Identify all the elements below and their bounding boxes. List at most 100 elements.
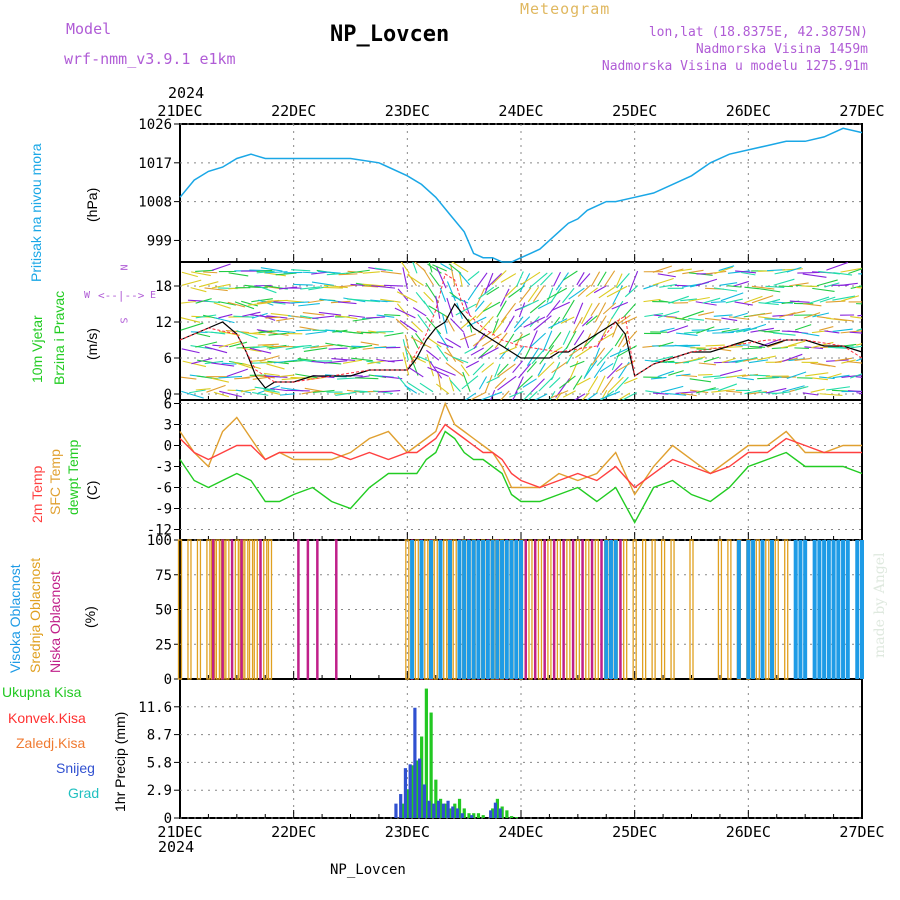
wind-arrow [809, 296, 830, 304]
y-tick-label: 50 [155, 603, 172, 619]
wind-arrow [198, 281, 219, 288]
wind-arrow [856, 392, 862, 395]
wind-arrow [611, 301, 629, 310]
year-bottom: 2024 [158, 838, 195, 856]
wind-arrow [624, 377, 638, 385]
high-cloud-bar [490, 540, 495, 679]
wind-arrow [227, 301, 246, 308]
wind-arrow [864, 299, 878, 303]
wind-arrow [644, 313, 664, 318]
high-cloud-bar [462, 540, 467, 679]
wind-arrow [484, 272, 494, 295]
wind-arrow [258, 329, 280, 334]
wind-arrow [573, 393, 586, 400]
wind-arrow [703, 356, 720, 363]
high-cloud-bar [736, 540, 741, 679]
x-tick-label-bottom: 23DEC [385, 823, 430, 841]
wind-arrow [512, 360, 523, 374]
precip-snow-bar [413, 707, 417, 818]
wind-arrow [824, 282, 840, 288]
mid-cloud-bar [727, 539, 732, 680]
wind-arrow [252, 391, 269, 396]
wind-arrow [652, 265, 673, 273]
wind-arrow [593, 285, 607, 294]
wind-arrow [581, 316, 593, 327]
wind-arrow [530, 332, 546, 347]
wind-arrow [698, 311, 715, 316]
wind-arrow [470, 391, 487, 400]
wind-arrow [478, 286, 495, 300]
wind-arrow [621, 316, 638, 325]
wind-arrow [581, 392, 590, 400]
wind-arrow [180, 376, 197, 380]
wind-arrow [518, 302, 526, 318]
wind-arrow [464, 392, 477, 400]
wind-arrow [786, 310, 806, 316]
wind-arrow [758, 302, 779, 306]
mid-cloud-bar [575, 539, 580, 680]
wind-arrow [824, 330, 840, 334]
wind-arrow [616, 345, 637, 358]
pressure-panel: 999 1008 1017 1026 [138, 117, 863, 263]
wind-arrow [683, 331, 700, 334]
wind-arrow [229, 341, 248, 348]
wind-arrow [234, 361, 254, 370]
legend-snow: Snijeg [56, 760, 95, 776]
wind-arrow [562, 390, 576, 398]
precip-snow-bar [498, 808, 502, 818]
y-tick-label: -9 [155, 502, 172, 518]
high-cloud-bar [831, 540, 836, 679]
low-cloud-bar [543, 539, 546, 680]
wind-arrow [757, 355, 776, 361]
wind-arrow [307, 299, 325, 304]
wind-arrow [549, 346, 563, 355]
precip-total-bar [495, 798, 500, 818]
high-cloud-bar [466, 540, 471, 679]
wind-arrow [394, 307, 416, 319]
precip-total-bar [500, 806, 504, 818]
wind-arrow [465, 360, 479, 369]
wind-arrow [645, 390, 660, 394]
wind-arrow [494, 377, 507, 389]
wind-arrow [599, 362, 614, 373]
y-tick-label: 1008 [138, 195, 172, 211]
wind-arrow [856, 303, 862, 305]
y-tick-label: 6 [164, 397, 172, 413]
wind-arrow [816, 279, 838, 287]
wind-arrow [750, 327, 774, 333]
wind-arrow [559, 375, 576, 389]
wind-arrow [427, 366, 449, 377]
wind-arrow [461, 375, 479, 390]
wind-arrow [549, 286, 562, 304]
wind-arrow [794, 324, 812, 331]
high-cloud-bar [481, 540, 486, 679]
wind-arrow [205, 300, 221, 304]
wind-arrow [846, 360, 862, 364]
precip-snow-bar [441, 803, 445, 818]
wind-arrow [597, 271, 607, 287]
compass-e: E [150, 290, 157, 301]
wind-arrow [657, 310, 680, 319]
wind-arrow [527, 391, 538, 400]
wind-arrow [590, 271, 601, 287]
wind-arrow [548, 331, 562, 350]
precip-total-bar [448, 808, 452, 818]
high-cloud-bar [519, 540, 523, 679]
wind-arrow [514, 376, 524, 396]
precip-total-bar [420, 736, 424, 818]
wind-arrow [256, 270, 275, 274]
chart-title: NP_Lovcen [330, 22, 450, 47]
temp-panel: -12 -9 -6 -3 0 3 6 [147, 397, 863, 541]
precip-snow-bar [460, 813, 464, 818]
y-tick-label: 1017 [138, 156, 172, 172]
precip-total-bar [514, 817, 518, 818]
wind-arrow [279, 393, 295, 396]
wind-arrow [367, 360, 387, 365]
mid-cloud-bar [755, 539, 760, 680]
mid-cloud-bar [405, 539, 410, 680]
wind-arrow [794, 385, 809, 391]
wind-arrow [265, 316, 281, 319]
mid-cloud-bar [765, 539, 770, 680]
high-cloud-bar [429, 540, 434, 679]
wind-arrow [298, 303, 320, 307]
